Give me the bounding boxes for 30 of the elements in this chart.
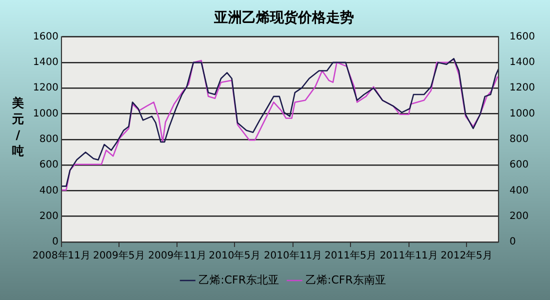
x-tick-label: 2010年5月 — [208, 250, 261, 262]
y-tick-label: 800 — [39, 134, 58, 145]
y2-tick-label: 200 — [510, 210, 529, 222]
y-tick-label: 1200 — [32, 82, 58, 94]
x-tick-label: 2011年11月 — [380, 250, 438, 262]
legend-label: 乙烯:CFR东南亚 — [306, 273, 386, 286]
y-tick-label: 1600 — [32, 31, 58, 42]
y2-tick-label: 1600 — [510, 31, 536, 42]
y-tick-label: 1000 — [32, 108, 58, 120]
x-tick-label: 2008年11月 — [32, 250, 91, 262]
y-axis-title: 美元/吨 — [11, 95, 25, 159]
y-tick-label: 600 — [39, 160, 58, 171]
chart-title: 亚洲乙烯现货价格走势 — [213, 10, 354, 26]
legend-label: 乙烯:CFR东北亚 — [198, 273, 279, 286]
y2-tick-label: 1200 — [510, 82, 536, 94]
x-tick-label: 2011年5月 — [324, 250, 376, 262]
y2-tick-label: 0 — [510, 236, 516, 248]
y2-tick-label: 400 — [510, 185, 529, 196]
y-tick-label: 200 — [39, 210, 58, 222]
y-tick-label: 400 — [39, 185, 58, 196]
x-tick-label: 2009年11月 — [148, 250, 206, 262]
x-tick-label: 2012年5月 — [440, 250, 492, 262]
y2-tick-label: 800 — [510, 134, 529, 145]
y2-tick-label: 1000 — [510, 108, 536, 120]
x-tick-label: 2010年11月 — [264, 250, 322, 262]
y2-tick-label: 1400 — [510, 57, 536, 68]
y2-tick-label: 600 — [510, 160, 529, 171]
y-tick-label: 0 — [52, 236, 58, 248]
y-tick-label: 1400 — [32, 57, 58, 68]
x-tick-label: 2009年5月 — [92, 250, 145, 262]
